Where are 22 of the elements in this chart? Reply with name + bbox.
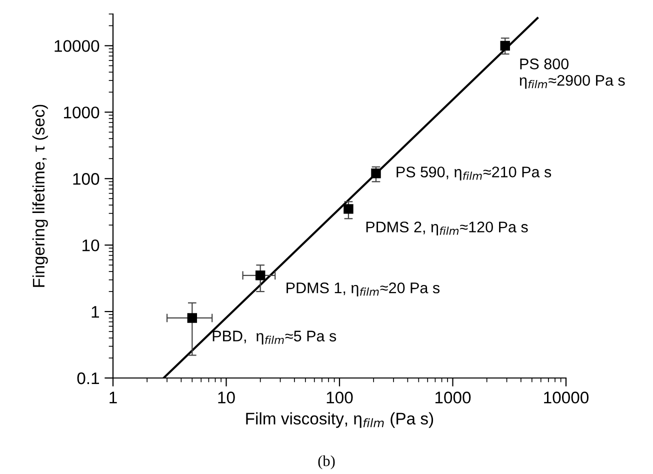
- x-tick-label: 1000: [435, 392, 471, 404]
- point: [344, 204, 354, 214]
- y-tick-label: 0.1: [77, 372, 99, 384]
- annotation: PS 800 η$_{film}$≈2900 Pa s: [520, 58, 625, 89]
- x-tick-label: 1: [110, 392, 117, 404]
- y-axis-title: Fingering lifetime, τ (sec): [32, 104, 48, 287]
- annotation: PDMS 1, η$_{film}$≈20 Pa s: [286, 282, 440, 296]
- x-axis-title: Film viscosity, η$_{film}$ (Pa s): [246, 412, 434, 428]
- annotation: PS 590, η$_{film}$≈210 Pa s: [396, 166, 552, 180]
- annotation: PBD, η$_{film}$≈5 Pa s: [212, 330, 336, 344]
- y-tick-label: 1000: [64, 106, 100, 118]
- point: [500, 40, 510, 51]
- annotation: PDMS 2, η$_{film}$≈120 Pa s: [366, 222, 528, 236]
- x-tick-label: 10000: [544, 392, 589, 404]
- y-tick-label: 10000: [54, 40, 100, 52]
- point: [187, 313, 198, 323]
- y-tick-label: 100: [73, 173, 100, 185]
- x-tick-label: 100: [326, 392, 353, 404]
- y-tick-label: 1: [92, 306, 99, 318]
- y-tick-label: 10: [82, 239, 100, 252]
- x-tick-label: 10: [218, 392, 235, 404]
- text: (b): [318, 455, 335, 470]
